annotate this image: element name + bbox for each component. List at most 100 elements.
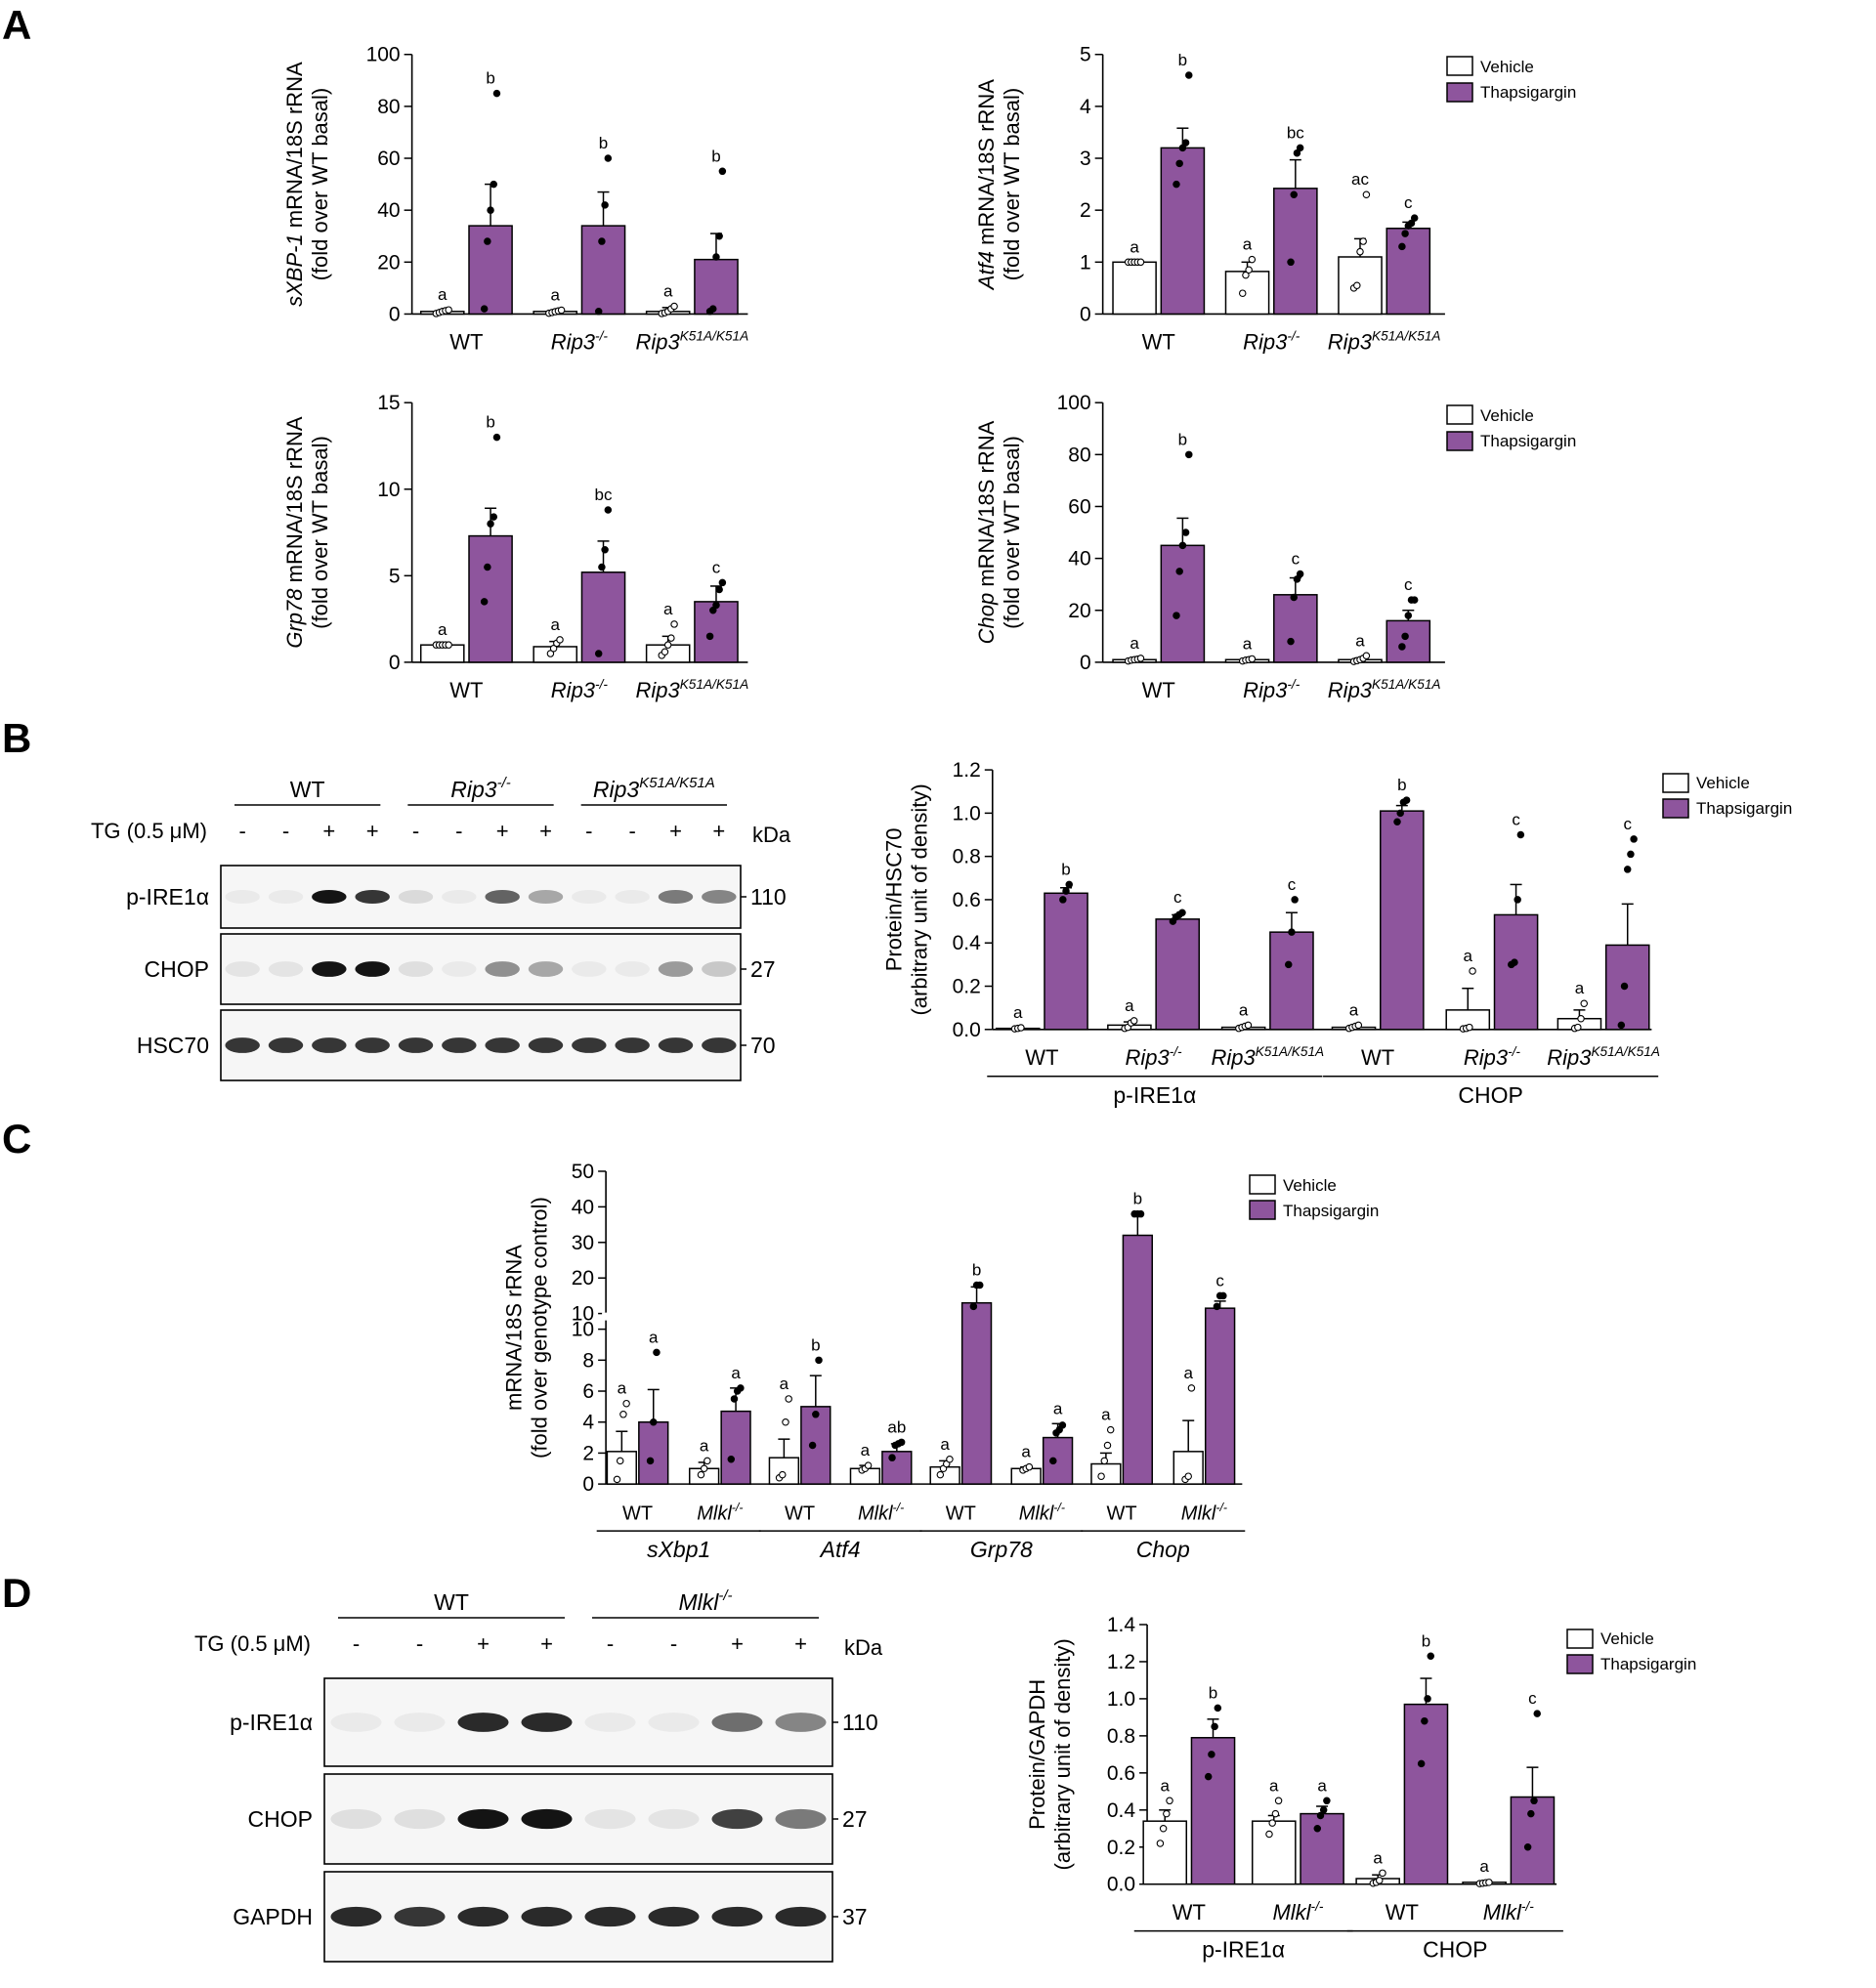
data-point [1025,1462,1034,1471]
data-point [1159,1825,1168,1833]
significance-letter: a [1160,1776,1170,1795]
treatment-sign: - [607,1631,614,1656]
treatment-sign: - [629,819,636,843]
data-point [604,506,613,514]
category-main: Mlkl [1272,1900,1311,1925]
bar-thapsigargin [1386,619,1431,663]
data-point [1362,190,1371,198]
data-point [487,206,494,214]
y-tick-label: 0.2 [953,976,981,998]
blot-group-main: Mlkl [678,1589,719,1615]
category-sup: -/- [1287,677,1300,692]
legend-label-thapsigargin: Thapsigargin [1480,83,1576,102]
data-point [1065,880,1073,889]
y-label-text: mRNA/18S rRNA [282,62,307,233]
bar-thapsigargin [1122,1234,1153,1485]
bar-thapsigargin [1380,810,1425,1031]
significance-letter: a [1021,1443,1031,1461]
legend-label-vehicle: Vehicle [1480,58,1534,76]
category-label: WT [1142,330,1175,355]
legend-c: Vehicle Thapsigargin [1249,1174,1379,1220]
data-point [1178,909,1186,916]
significance-letter: a [1243,235,1253,254]
data-point [549,644,558,653]
treatment-sign: - [670,1631,677,1656]
data-point [1396,809,1404,818]
data-point [670,620,678,628]
kda-value: 37 [842,1904,868,1929]
data-point [976,1281,984,1290]
data-point [897,1438,906,1447]
group-label: sXbp1 [647,1537,710,1562]
y-label-italic: Chop [974,593,999,645]
significance-letter: c [1288,875,1297,894]
data-point [667,634,675,642]
blot-row-p-ire1- [220,865,742,929]
category-main: Rip3 [1328,330,1373,355]
significance-letter: a [1053,1399,1063,1417]
group-label: p-IRE1α [1113,1082,1196,1108]
category-label: WT [1025,1045,1058,1070]
significance-letter: c [1292,550,1300,569]
y-tick-label: 2 [582,1442,594,1464]
data-point [622,1399,630,1408]
blot-band [521,1713,573,1732]
blot-band [312,1037,347,1053]
data-point [1175,159,1183,168]
significance-letter: a [1575,979,1585,997]
y-tick-label: 10 [572,1319,594,1341]
data-point [1265,1830,1273,1839]
category-sup: -/- [595,677,608,692]
data-point [1424,1695,1431,1703]
data-point [1204,1772,1213,1781]
bar-thapsigargin [1273,188,1318,316]
blot-row-label: p-IRE1α [230,1710,313,1735]
significance-letter: a [649,1328,659,1346]
blot-band [528,1037,564,1053]
bar-thapsigargin [694,601,739,663]
y-tick-label: 20 [377,251,400,274]
data-point [546,650,555,657]
blot-band [584,1906,636,1927]
y-axis-label: Atf4 mRNA/18S rRNA (fold over WT basal) [974,79,1024,291]
significance-letter: c [1215,1271,1224,1290]
chart-a1: 0 20 40 60 80 100 sXBP-1 mRNA/18S rRNA (fold ov… [282,44,748,355]
category-main: Rip3 [1125,1045,1170,1070]
kda-value: 27 [842,1806,868,1832]
bar-thapsigargin [1160,147,1206,316]
bar-thapsigargin [1042,1436,1074,1485]
data-point [1291,896,1299,904]
blot-band [572,889,607,905]
y-label-text: (arbitrary unit of density) [1050,1638,1075,1870]
treatment-sign: + [539,819,552,843]
group-label: Grp78 [970,1537,1033,1562]
y-tick-label: 0.8 [1107,1725,1135,1748]
significance-letter: a [438,285,448,304]
y-tick-label: 1.4 [1107,1614,1136,1636]
y-tick-label: 4 [1080,96,1091,118]
data-point [1323,1797,1331,1805]
y-tick-label: 0.0 [1107,1874,1135,1896]
y-axis-label-line: (arbitrary unit of density) [908,783,932,1015]
blot-band [521,1808,573,1830]
data-point [646,1457,655,1465]
legend-label-vehicle: Vehicle [1283,1176,1337,1195]
y-tick-label: 15 [377,392,400,414]
category-main: Mlkl [697,1502,732,1524]
kda-value: 70 [750,1033,776,1058]
blot-band [528,961,564,977]
data-point [969,1302,978,1311]
blot-group-sup: K51A/K51A [639,775,715,791]
y-tick-label: 2 [1080,199,1091,222]
data-point [1059,896,1067,904]
category-main: Mlkl [858,1502,893,1524]
y-tick-label: 0.8 [953,846,981,868]
category-sup: -/- [1508,1044,1520,1059]
data-point [1402,796,1411,804]
category-main: WT [1142,678,1175,702]
significance-letter: a [1464,947,1473,965]
data-point [737,1384,745,1392]
category-sup: K51A/K51A [1372,677,1440,692]
blot-band [442,1037,477,1053]
data-point [1577,1014,1585,1023]
